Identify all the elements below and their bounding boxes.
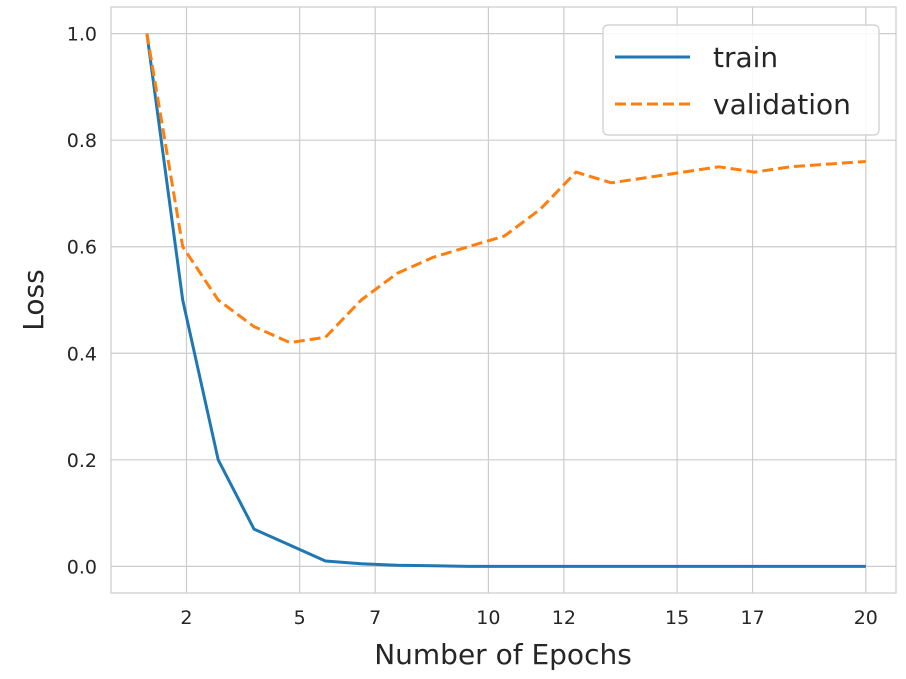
- legend-label-train: train: [713, 41, 778, 74]
- x-tick-label: 10: [476, 607, 500, 629]
- x-tick-label: 5: [294, 607, 306, 629]
- series-lines: [145, 33, 866, 568]
- y-tick-label: 0.6: [67, 237, 97, 259]
- x-tick-label: 17: [740, 607, 764, 629]
- y-axis-title: Loss: [17, 269, 50, 330]
- legend-box: [602, 24, 880, 136]
- x-axis-title: Number of Epochs: [374, 638, 632, 671]
- series-line-train: [145, 33, 866, 568]
- x-tick-label: 2: [180, 607, 192, 629]
- legend: train validation: [602, 24, 880, 136]
- y-tick-label: 1.0: [67, 24, 97, 46]
- y-tick-label: 0.0: [67, 556, 97, 578]
- y-tick-label: 0.2: [67, 450, 97, 472]
- y-tick-label: 0.4: [67, 343, 97, 365]
- x-tick-label: 12: [552, 607, 576, 629]
- x-tick-label: 7: [369, 607, 381, 629]
- y-tick-label: 0.8: [67, 130, 97, 152]
- x-tick-label: 15: [665, 607, 689, 629]
- legend-label-validation: validation: [713, 88, 851, 121]
- x-tick-labels: 2 5 7 10 12 15 17 20: [180, 607, 877, 629]
- x-tick-label: 20: [854, 607, 878, 629]
- y-tick-labels: 0.0 0.2 0.4 0.6 0.8 1.0: [67, 24, 97, 579]
